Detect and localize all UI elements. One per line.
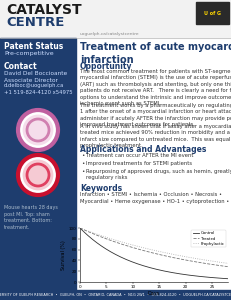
Prophylactic — [168, 252, 171, 256]
Text: U of G: U of G — [203, 11, 220, 16]
Control — [166, 270, 169, 274]
Line: Treated: Treated — [80, 228, 227, 267]
Text: •: • — [81, 161, 84, 166]
Control — [79, 227, 82, 230]
Text: The most common treatment for patients with ST-segment elevation
myocardial infa: The most common treatment for patients w… — [80, 69, 231, 106]
Text: •: • — [81, 169, 84, 174]
Text: Infarction • STEMI • Ischemia • Occlusion • Necrosis •: Infarction • STEMI • Ischemia • Occlusio… — [80, 192, 221, 197]
Control — [212, 276, 215, 280]
Text: CENTRE: CENTRE — [6, 16, 64, 29]
Text: Keywords: Keywords — [80, 184, 122, 193]
Prophylactic — [79, 226, 82, 230]
Text: Mouse hearts 28 days
post MI. Top: sham
treatment. Bottom:
treatment.: Mouse hearts 28 days post MI. Top: sham … — [4, 205, 58, 230]
Text: Treatment of acute myocardial
infarction: Treatment of acute myocardial infarction — [80, 42, 231, 65]
Text: A in vivo study has shown that if assay after a myocardial infarction,
treated m: A in vivo study has shown that if assay … — [80, 124, 231, 148]
Text: d.delboc@uoguelph.ca
+1 519-824-4120 x54975: d.delboc@uoguelph.ca +1 519-824-4120 x54… — [4, 83, 72, 94]
Text: UNIVERSITY OF GUELPH RESEARCH  •  GUELPH, ON  •  ONTARIO, CANADA  •  N1G 2W1  • : UNIVERSITY OF GUELPH RESEARCH • GUELPH, … — [0, 293, 231, 297]
Line: Control: Control — [80, 228, 227, 279]
Circle shape — [22, 115, 53, 146]
Text: Myocardial • Heme oxygenase • HO-1 • cytoprotection •: Myocardial • Heme oxygenase • HO-1 • cyt… — [80, 199, 228, 204]
Text: uoguelph.ca/catalystcentre: uoguelph.ca/catalystcentre — [80, 32, 139, 36]
Text: •: • — [81, 153, 84, 158]
Prophylactic — [212, 260, 215, 263]
Treated — [226, 265, 228, 268]
Treated — [166, 255, 169, 258]
Prophylactic — [202, 258, 205, 262]
Treated — [79, 226, 82, 230]
Y-axis label: Survival (%): Survival (%) — [61, 240, 66, 270]
Treated — [165, 255, 168, 258]
Circle shape — [22, 160, 53, 191]
Control — [165, 270, 168, 274]
Control — [202, 275, 205, 279]
Line: Prophylactic: Prophylactic — [80, 228, 227, 263]
Prophylactic — [166, 251, 169, 255]
Text: Pre-competitive: Pre-competitive — [4, 51, 53, 56]
Prophylactic — [226, 262, 228, 265]
Text: CATALYST: CATALYST — [6, 3, 81, 17]
Bar — [0, 290, 231, 300]
Prophylactic — [165, 251, 168, 255]
Text: Applications and Advantages: Applications and Advantages — [80, 145, 206, 154]
Bar — [0, 38, 76, 290]
Text: Opportunity: Opportunity — [80, 62, 132, 71]
Treated — [212, 263, 215, 267]
Text: Improved treatments for STEMI patients: Improved treatments for STEMI patients — [86, 161, 191, 166]
Text: David Del Boccioante
Associate Director: David Del Boccioante Associate Director — [4, 71, 67, 82]
Circle shape — [18, 155, 58, 195]
Prophylactic — [78, 226, 81, 230]
Treated — [202, 262, 205, 265]
Text: Contact: Contact — [4, 62, 37, 71]
Bar — [0, 0, 231, 38]
Circle shape — [18, 110, 58, 150]
X-axis label: Days: Days — [147, 291, 159, 296]
Text: The treatment works by a pharmaceutically on regulating heme oxygenase-
1 after : The treatment works by a pharmaceuticall… — [80, 103, 231, 127]
Legend: Control, Treated, Prophylactic: Control, Treated, Prophylactic — [191, 230, 225, 248]
Text: Repurposing of approved drugs, such as hemin, greatly reduces
regulatory risks: Repurposing of approved drugs, such as h… — [86, 169, 231, 180]
Text: Treatment can occur AFTER the MI event: Treatment can occur AFTER the MI event — [86, 153, 193, 158]
Bar — [195, 2, 228, 24]
Control — [226, 277, 228, 281]
Text: Patent Status: Patent Status — [4, 42, 63, 51]
Treated — [168, 255, 171, 259]
Control — [78, 226, 81, 230]
Control — [168, 271, 171, 274]
Treated — [78, 226, 81, 230]
